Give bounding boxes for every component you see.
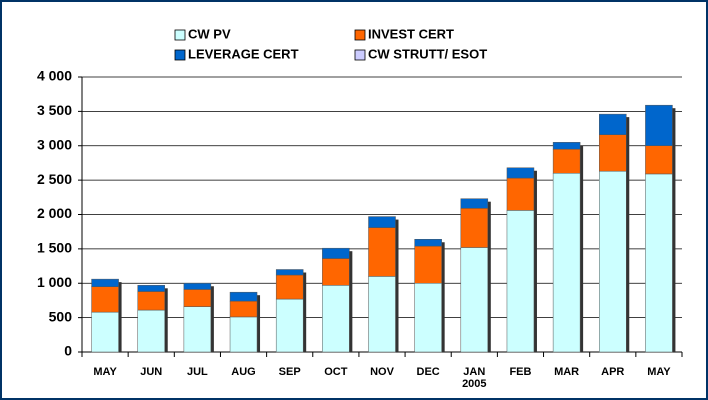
bar-segment — [414, 245, 442, 284]
bar-segment — [552, 173, 581, 353]
y-tick-label: 3 000 — [37, 136, 72, 152]
y-tick-label: 3 500 — [37, 102, 72, 118]
legend-swatch — [354, 29, 366, 41]
bar-segment — [506, 167, 535, 179]
bar-segment — [506, 177, 535, 211]
bar-segment — [183, 283, 212, 290]
bar-segment — [229, 300, 258, 318]
legend-label: CW PV — [188, 26, 231, 41]
bar-segment — [275, 298, 304, 353]
bar-segment — [552, 148, 581, 174]
bar-segment — [506, 210, 535, 353]
bar-segment — [414, 283, 442, 353]
bar-segment — [599, 113, 627, 135]
bar-segment — [368, 216, 396, 228]
y-tick-label: 2 000 — [37, 205, 72, 221]
bar-segment — [414, 239, 442, 247]
y-tick-label: 500 — [49, 308, 73, 324]
legend-swatch — [174, 49, 186, 61]
x-tick-label: OCT — [324, 366, 348, 378]
bar-segment — [645, 104, 673, 146]
bar-segment — [275, 269, 304, 276]
legend-swatch — [174, 29, 186, 41]
x-tick-label: MAR — [554, 366, 579, 378]
bar-segment — [599, 170, 627, 353]
x-tick-label: JUN — [140, 366, 162, 378]
bar-segment — [368, 227, 396, 277]
bar-segment — [460, 198, 489, 209]
x-tick-label: AUG — [231, 366, 255, 378]
x-tick-label: DEC — [417, 366, 440, 378]
bar-segment — [91, 311, 119, 353]
bar-segment — [460, 247, 489, 353]
x-tick-label: FEB — [509, 366, 531, 378]
bar-segment — [460, 208, 489, 248]
bar-segment — [645, 173, 673, 353]
legend-label: LEVERAGE CERT — [188, 46, 299, 61]
bar-segment — [183, 289, 212, 307]
legend-swatch — [354, 49, 366, 61]
bar-segment — [91, 286, 119, 313]
bar-segment — [229, 316, 258, 353]
x-tick-label: MAY — [647, 366, 671, 378]
y-tick-label: 4 000 — [37, 68, 72, 84]
bar-segment — [552, 142, 581, 150]
x-tick-label: JUL — [187, 366, 208, 378]
x-tick-label: JAN 2005 — [462, 366, 486, 390]
bar-segment — [275, 274, 304, 300]
bar-segment — [322, 247, 350, 259]
bar-segment — [137, 285, 165, 292]
bar-segment — [137, 309, 165, 353]
bar-segment — [137, 291, 165, 311]
bar-segment — [91, 278, 119, 287]
bar-segment — [599, 134, 627, 172]
legend-label: INVEST CERT — [368, 26, 454, 41]
y-tick-label: 0 — [64, 343, 72, 359]
y-tick-label: 1 500 — [37, 240, 72, 256]
bar-segment — [368, 276, 396, 353]
bar-segment — [322, 258, 350, 286]
y-tick-label: 2 500 — [37, 171, 72, 187]
legend-label: CW STRUTT/ ESOT — [368, 46, 487, 61]
x-tick-label: APR — [601, 366, 624, 378]
bar-segment — [645, 145, 673, 175]
x-tick-label: SEP — [279, 366, 301, 378]
bar-segment — [229, 291, 258, 302]
x-tick-label: MAY — [93, 366, 117, 378]
x-tick-label: NOV — [370, 366, 395, 378]
bar-segment — [183, 306, 212, 353]
bar-segment — [322, 285, 350, 353]
y-tick-label: 1 000 — [37, 274, 72, 290]
